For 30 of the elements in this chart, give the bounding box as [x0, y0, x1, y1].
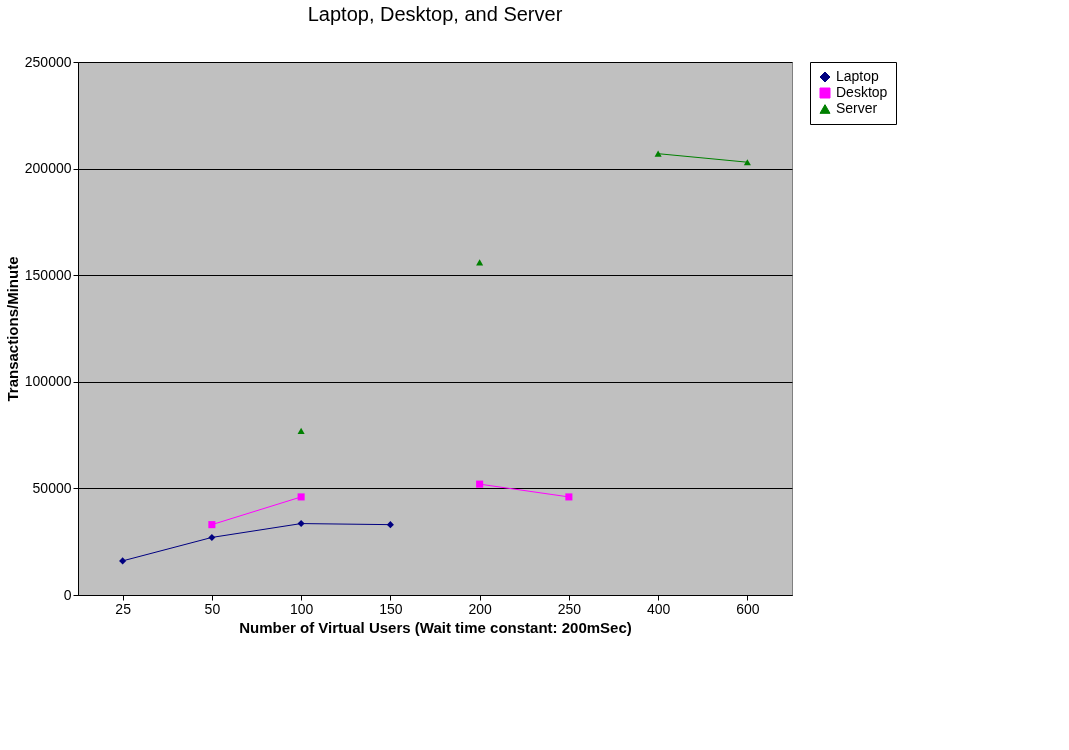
point [297, 520, 305, 528]
x-tick-label: 600 [736, 600, 760, 617]
x-tick-label: 150 [379, 600, 403, 617]
point [386, 521, 394, 529]
point [297, 493, 305, 501]
point [743, 159, 751, 166]
x-tick-label: 400 [646, 600, 671, 617]
point [119, 557, 127, 565]
point [565, 493, 573, 501]
y-tick-label: 150000 [24, 266, 72, 283]
point [208, 533, 216, 541]
legend-label: Desktop [836, 84, 888, 100]
point [654, 150, 662, 157]
y-axis-title: Transactions/Minute [3, 256, 21, 402]
x-tick-label: 25 [115, 600, 132, 617]
y-tick-label: 0 [63, 586, 72, 603]
y-tick-label: 250000 [24, 53, 72, 70]
x-tick-label: 200 [468, 600, 493, 617]
x-tick-label: 100 [289, 600, 314, 617]
x-tick-label: 250 [557, 600, 582, 617]
point [476, 480, 484, 488]
y-tick-label: 200000 [24, 160, 72, 177]
y-tick-label: 50000 [32, 479, 72, 496]
x-axis-title: Number of Virtual Users (Wait time constant: 200mSec) [239, 618, 632, 636]
chart-title: Laptop, Desktop, and Server [307, 3, 563, 25]
legend-label: Server [836, 100, 878, 116]
y-tick-label: 100000 [24, 373, 72, 390]
x-tick-label: 50 [204, 600, 221, 617]
legend-label: Laptop [836, 68, 880, 84]
point [208, 521, 216, 529]
